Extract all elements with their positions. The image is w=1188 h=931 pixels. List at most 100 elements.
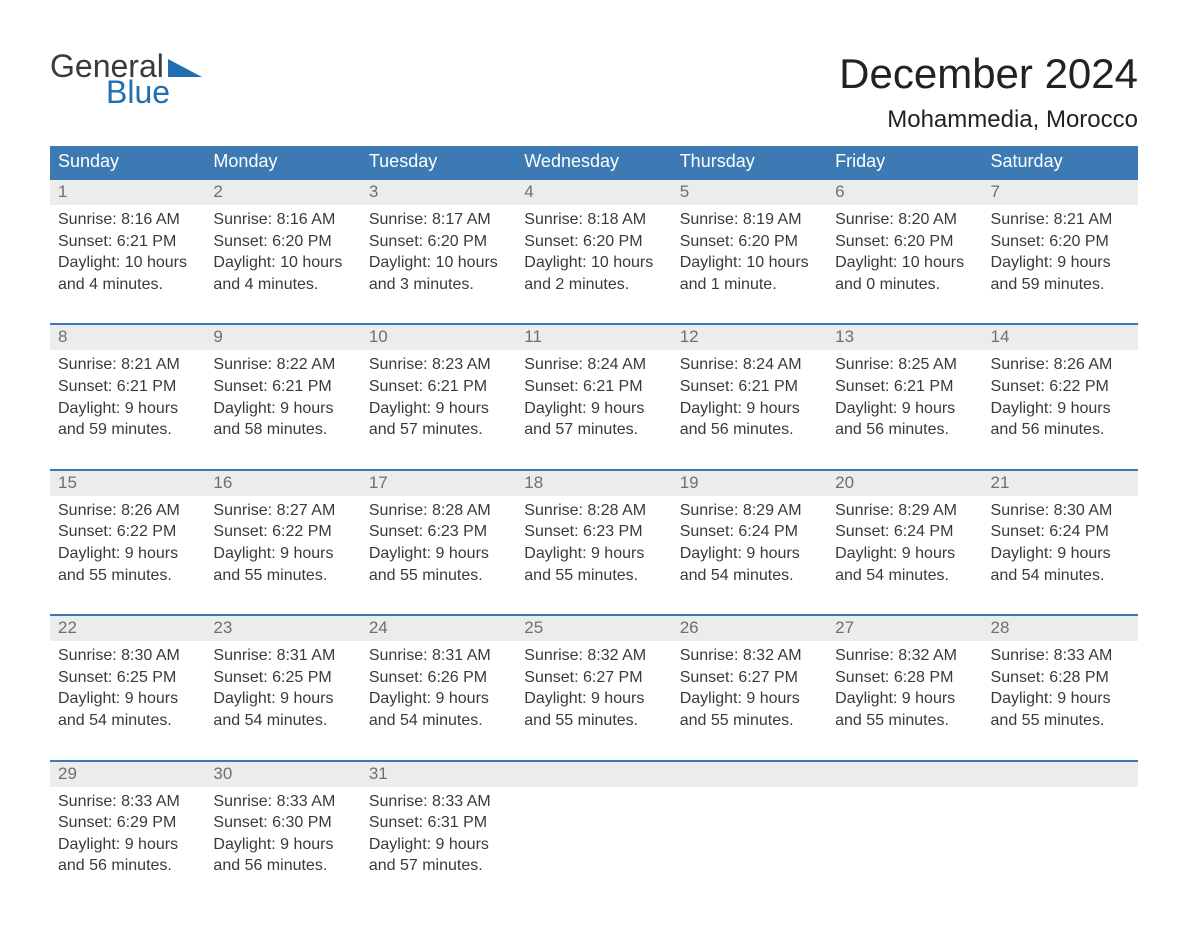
day-number-row: 11 bbox=[516, 325, 671, 350]
day-number-row: 5 bbox=[672, 180, 827, 205]
detail-daylight1: Daylight: 10 hours bbox=[213, 252, 352, 274]
day-number: 30 bbox=[213, 764, 232, 783]
day-details: Sunrise: 8:26 AMSunset: 6:22 PMDaylight:… bbox=[991, 354, 1130, 440]
calendar-cell: 18Sunrise: 8:28 AMSunset: 6:23 PMDayligh… bbox=[516, 471, 671, 600]
detail-sunset: Sunset: 6:25 PM bbox=[213, 667, 352, 689]
day-number-row: 21 bbox=[983, 471, 1138, 496]
detail-sunrise: Sunrise: 8:21 AM bbox=[58, 354, 197, 376]
day-number: 2 bbox=[213, 182, 222, 201]
calendar-cell: 9Sunrise: 8:22 AMSunset: 6:21 PMDaylight… bbox=[205, 325, 360, 454]
calendar-cell: . bbox=[827, 762, 982, 891]
detail-sunset: Sunset: 6:22 PM bbox=[213, 521, 352, 543]
detail-sunset: Sunset: 6:22 PM bbox=[58, 521, 197, 543]
day-number: 3 bbox=[369, 182, 378, 201]
day-details: Sunrise: 8:33 AMSunset: 6:31 PMDaylight:… bbox=[369, 791, 508, 877]
day-number-row: 13 bbox=[827, 325, 982, 350]
detail-sunset: Sunset: 6:28 PM bbox=[991, 667, 1130, 689]
detail-daylight1: Daylight: 9 hours bbox=[680, 543, 819, 565]
detail-sunrise: Sunrise: 8:31 AM bbox=[213, 645, 352, 667]
day-header: Friday bbox=[827, 146, 982, 178]
calendar-cell: . bbox=[516, 762, 671, 891]
calendar-cell: 6Sunrise: 8:20 AMSunset: 6:20 PMDaylight… bbox=[827, 180, 982, 309]
detail-sunrise: Sunrise: 8:19 AM bbox=[680, 209, 819, 231]
calendar-cell: 25Sunrise: 8:32 AMSunset: 6:27 PMDayligh… bbox=[516, 616, 671, 745]
day-details: Sunrise: 8:22 AMSunset: 6:21 PMDaylight:… bbox=[213, 354, 352, 440]
detail-daylight2: and 3 minutes. bbox=[369, 274, 508, 296]
detail-sunrise: Sunrise: 8:27 AM bbox=[213, 500, 352, 522]
day-details: Sunrise: 8:33 AMSunset: 6:29 PMDaylight:… bbox=[58, 791, 197, 877]
day-header-row: SundayMondayTuesdayWednesdayThursdayFrid… bbox=[50, 146, 1138, 178]
day-number: 17 bbox=[369, 473, 388, 492]
day-details: Sunrise: 8:33 AMSunset: 6:28 PMDaylight:… bbox=[991, 645, 1130, 731]
day-number: 24 bbox=[369, 618, 388, 637]
day-number-row: 29 bbox=[50, 762, 205, 787]
location-label: Mohammedia, Morocco bbox=[839, 106, 1138, 134]
logo-word2: Blue bbox=[106, 76, 202, 108]
detail-daylight2: and 55 minutes. bbox=[835, 710, 974, 732]
day-details: Sunrise: 8:28 AMSunset: 6:23 PMDaylight:… bbox=[524, 500, 663, 586]
calendar-week: 8Sunrise: 8:21 AMSunset: 6:21 PMDaylight… bbox=[50, 323, 1138, 454]
detail-sunrise: Sunrise: 8:17 AM bbox=[369, 209, 508, 231]
detail-sunrise: Sunrise: 8:33 AM bbox=[369, 791, 508, 813]
detail-daylight1: Daylight: 9 hours bbox=[680, 688, 819, 710]
detail-daylight2: and 55 minutes. bbox=[680, 710, 819, 732]
day-details: Sunrise: 8:18 AMSunset: 6:20 PMDaylight:… bbox=[524, 209, 663, 295]
detail-sunset: Sunset: 6:31 PM bbox=[369, 812, 508, 834]
detail-sunrise: Sunrise: 8:25 AM bbox=[835, 354, 974, 376]
detail-sunrise: Sunrise: 8:22 AM bbox=[213, 354, 352, 376]
logo: General Blue bbox=[50, 50, 202, 108]
detail-sunset: Sunset: 6:20 PM bbox=[680, 231, 819, 253]
detail-daylight1: Daylight: 9 hours bbox=[58, 688, 197, 710]
day-number: 27 bbox=[835, 618, 854, 637]
day-number-row: 17 bbox=[361, 471, 516, 496]
detail-sunrise: Sunrise: 8:16 AM bbox=[58, 209, 197, 231]
detail-daylight2: and 59 minutes. bbox=[991, 274, 1130, 296]
day-header: Saturday bbox=[983, 146, 1138, 178]
day-number: 25 bbox=[524, 618, 543, 637]
detail-sunrise: Sunrise: 8:24 AM bbox=[680, 354, 819, 376]
detail-sunrise: Sunrise: 8:26 AM bbox=[991, 354, 1130, 376]
detail-daylight2: and 55 minutes. bbox=[524, 565, 663, 587]
detail-daylight1: Daylight: 9 hours bbox=[835, 543, 974, 565]
calendar-week: 29 Sunrise: 8:33 AMSunset: 6:29 PMDayligh… bbox=[50, 760, 1138, 891]
day-number: 8 bbox=[58, 327, 67, 346]
detail-sunset: Sunset: 6:21 PM bbox=[213, 376, 352, 398]
day-number: 15 bbox=[58, 473, 77, 492]
day-details: Sunrise: 8:28 AMSunset: 6:23 PMDaylight:… bbox=[369, 500, 508, 586]
day-number-row: 24 bbox=[361, 616, 516, 641]
day-details: Sunrise: 8:21 AMSunset: 6:21 PMDaylight:… bbox=[58, 354, 197, 440]
detail-daylight1: Daylight: 10 hours bbox=[58, 252, 197, 274]
day-number-row: 10 bbox=[361, 325, 516, 350]
detail-daylight2: and 56 minutes. bbox=[991, 419, 1130, 441]
day-number: 26 bbox=[680, 618, 699, 637]
day-details: Sunrise: 8:25 AMSunset: 6:21 PMDaylight:… bbox=[835, 354, 974, 440]
detail-daylight1: Daylight: 9 hours bbox=[369, 398, 508, 420]
day-number-row: 16 bbox=[205, 471, 360, 496]
detail-sunrise: Sunrise: 8:33 AM bbox=[58, 791, 197, 813]
calendar-cell: 14Sunrise: 8:26 AMSunset: 6:22 PMDayligh… bbox=[983, 325, 1138, 454]
detail-sunset: Sunset: 6:27 PM bbox=[680, 667, 819, 689]
day-number: 7 bbox=[991, 182, 1000, 201]
calendar-cell: 7Sunrise: 8:21 AMSunset: 6:20 PMDaylight… bbox=[983, 180, 1138, 309]
day-header: Tuesday bbox=[361, 146, 516, 178]
detail-daylight2: and 56 minutes. bbox=[835, 419, 974, 441]
calendar-cell: 13 Sunrise: 8:25 AMSunset: 6:21 PMDayligh… bbox=[827, 325, 982, 454]
detail-sunrise: Sunrise: 8:28 AM bbox=[369, 500, 508, 522]
detail-sunset: Sunset: 6:21 PM bbox=[680, 376, 819, 398]
day-number: 28 bbox=[991, 618, 1010, 637]
detail-daylight1: Daylight: 9 hours bbox=[524, 398, 663, 420]
detail-sunset: Sunset: 6:21 PM bbox=[58, 231, 197, 253]
calendar-cell: 8 Sunrise: 8:21 AMSunset: 6:21 PMDaylight… bbox=[50, 325, 205, 454]
day-details: Sunrise: 8:27 AMSunset: 6:22 PMDaylight:… bbox=[213, 500, 352, 586]
detail-sunset: Sunset: 6:24 PM bbox=[991, 521, 1130, 543]
detail-sunset: Sunset: 6:20 PM bbox=[991, 231, 1130, 253]
detail-daylight1: Daylight: 9 hours bbox=[369, 688, 508, 710]
detail-daylight1: Daylight: 9 hours bbox=[524, 543, 663, 565]
detail-sunrise: Sunrise: 8:31 AM bbox=[369, 645, 508, 667]
day-number-row: 4 bbox=[516, 180, 671, 205]
detail-daylight2: and 55 minutes. bbox=[213, 565, 352, 587]
calendar-cell: 16 Sunrise: 8:27 AMSunset: 6:22 PMDayligh… bbox=[205, 471, 360, 600]
day-header: Monday bbox=[205, 146, 360, 178]
day-details: Sunrise: 8:32 AMSunset: 6:28 PMDaylight:… bbox=[835, 645, 974, 731]
day-header: Wednesday bbox=[516, 146, 671, 178]
